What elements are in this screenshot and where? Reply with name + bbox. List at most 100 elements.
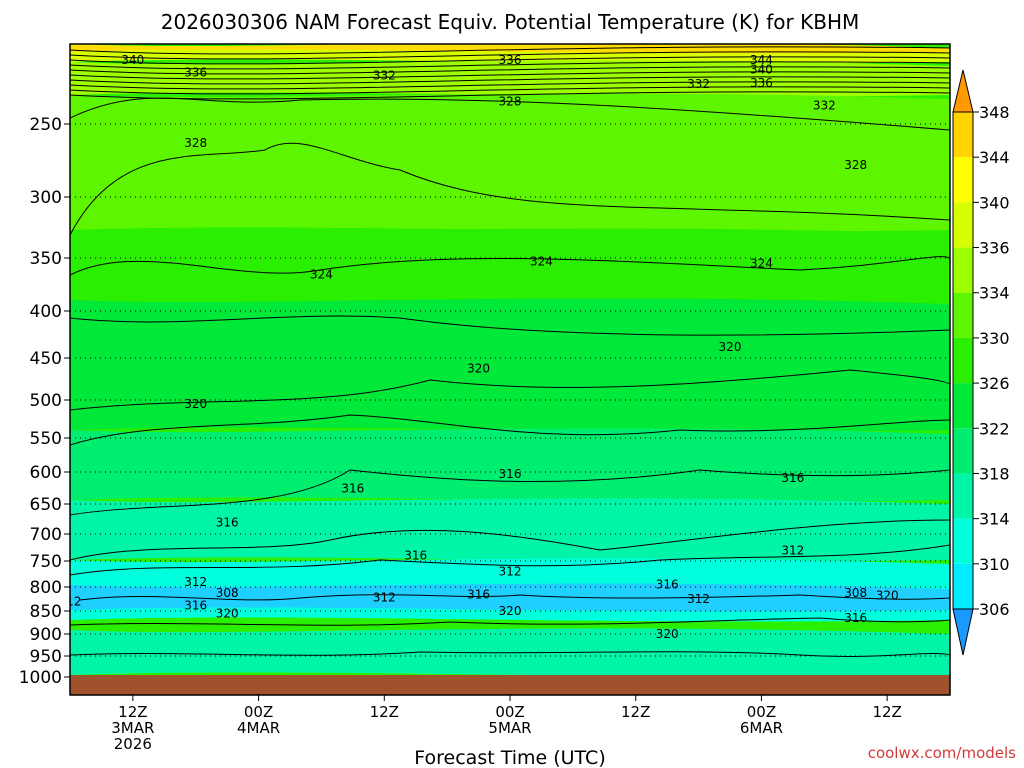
contour-upper-6 [70,76,950,85]
contour-label-38: 320 [656,627,679,641]
contour-label-30: 312 [59,595,82,609]
contour-label-1: 336 [184,65,207,79]
y-tick-label-700: 700 [30,525,62,545]
contour-label-25: 312 [184,575,207,589]
contour-upper-3 [70,61,950,70]
contour-label-7: 336 [750,76,773,90]
x-tick-label-0-1: 3MAR [111,719,154,737]
contour-c326 [70,142,950,236]
colorbar-top-arrow [952,69,974,113]
y-tick-label-500: 500 [30,391,62,411]
chart-title: 2026030306 NAM Forecast Equiv. Potential… [161,10,860,34]
contour-c316 [70,469,950,516]
contour-label-8: 328 [499,94,522,108]
contour-c308 [79,594,950,601]
contour-label-5: 344 [750,53,773,67]
contour-label-29: 316 [467,587,490,601]
contour-label-21: 316 [216,515,239,529]
colorbar-segment-9 [953,157,973,203]
colorbar-label-340: 340 [979,193,1010,212]
x-tick-label-2-0: 12Z [370,703,399,721]
y-tick-label-400: 400 [30,302,62,322]
colorbar-label-336: 336 [979,239,1010,258]
contour-label-32: 320 [216,606,239,620]
y-tick-label-850: 850 [30,602,62,622]
contour-label-19: 316 [499,467,522,481]
contour-label-11: 328 [844,158,867,172]
credit-text: coolwx.com/models [868,744,1016,762]
color-band-322 [70,298,950,432]
color-band-334 [70,60,950,97]
contour-upper-0 [70,46,950,55]
contour-c316b [70,617,950,626]
contour-label-4: 332 [687,77,710,91]
grid-lines [70,123,950,678]
contour-upper-8 [70,86,950,95]
x-tick-label-0-2: 2026 [114,735,152,753]
contour-label-28: 316 [656,577,679,591]
color-band-326 [70,228,950,302]
color-band-314 [70,498,950,562]
contour-label-35: 308 [844,586,867,600]
x-tick-label-5-1: 6MAR [740,719,783,737]
colorbar-label-334: 334 [979,284,1010,303]
colorbar-label-322: 322 [979,419,1010,438]
y-tick-label-1000: 1000 [19,668,62,688]
x-axis-label: Forecast Time (UTC) [414,747,605,768]
y-tick-label-450: 450 [30,349,62,369]
colorbar-segment-4 [953,383,973,429]
contour-c318b [70,651,950,657]
colorbar-segment-1 [953,518,973,564]
colorbar-bottom-arrow [952,608,974,656]
color-band-306 [70,583,950,612]
y-tick-label-900: 900 [30,625,62,645]
contour-label-22: 316 [404,549,427,563]
contour-upper-7 [70,81,950,90]
y-tick-label-350: 350 [30,249,62,269]
y-tick-label-600: 600 [30,463,62,483]
contour-label-10: 328 [184,136,207,150]
contour-label-20: 316 [781,471,804,485]
contour-label-17: 320 [184,397,207,411]
contour-label-18: 316 [341,481,364,495]
colorbar-label-330: 330 [979,329,1010,348]
contour-upper-1 [70,51,950,60]
colorbar-segment-3 [953,428,973,474]
contour-label-13: 324 [530,254,553,268]
contour-label-15: 320 [467,361,490,375]
contour-label-12: 324 [310,268,333,282]
contour-c328 [70,97,950,131]
colorbar-segment-6 [953,292,973,338]
x-tick-label-5-0: 00Z [747,703,776,721]
contour-label-31: 316 [184,598,207,612]
y-tick-label-950: 950 [30,647,62,667]
ground-fill [70,675,950,695]
contour-upper-4 [70,66,950,75]
colorbar-segment-0 [953,563,973,609]
y-tick-label-750: 750 [30,552,62,572]
contour-upper-5 [70,71,950,80]
y-tick-label-650: 650 [30,495,62,515]
y-tick-label-550: 550 [30,429,62,449]
contour-label-36: 320 [876,588,899,602]
contour-label-14: 324 [750,257,773,271]
contour-c312 [70,544,950,576]
contour-label-26: 308 [216,586,239,600]
colorbar-segment-5 [953,337,973,384]
contour-c322 [70,315,950,336]
colorbar-label-318: 318 [979,464,1010,483]
x-tick-label-1-1: 4MAR [237,719,280,737]
contour-label-9: 332 [813,98,836,112]
x-tick-label-3-0: 00Z [495,703,524,721]
colorbar-label-348: 348 [979,103,1010,122]
colorbar-label-306: 306 [979,600,1010,619]
y-tick-label-800: 800 [30,578,62,598]
color-band-344 [70,44,950,54]
contour-label-6: 340 [750,62,773,76]
colorbar-segment-8 [953,202,973,248]
colorbar-segment-10 [953,112,973,158]
contour-label-3: 336 [499,53,522,67]
